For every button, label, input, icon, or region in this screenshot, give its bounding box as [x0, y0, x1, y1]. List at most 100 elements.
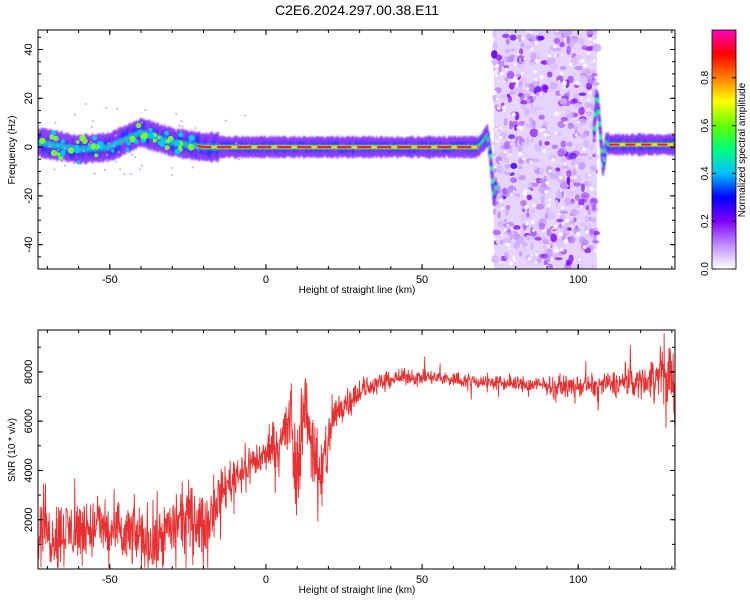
noise-blob: [571, 98, 578, 104]
ridge-blob: [190, 147, 194, 151]
noise-blob: [506, 56, 514, 63]
noise-blob: [519, 250, 522, 257]
noise-blob: [570, 56, 578, 66]
noise-blob: [567, 122, 574, 130]
spectrogram-panel: -50 0 50 100 -40 -20 0 20 40 Height of straight …: [7, 29, 676, 296]
noise-blob: [547, 48, 552, 53]
ridge-blob: [56, 144, 60, 148]
noise-gap: [563, 83, 567, 86]
noise-gap: [560, 53, 563, 56]
noise-gap: [574, 133, 579, 137]
noise-gap: [547, 133, 550, 136]
noise-blob: [491, 30, 497, 38]
noise-blob: [569, 37, 579, 44]
faint-dot: [129, 173, 132, 176]
noise-blob: [520, 200, 527, 207]
noise-gap: [494, 127, 499, 132]
noise-blob: [526, 136, 530, 145]
noise-blob: [542, 238, 549, 245]
noise-blob: [546, 71, 553, 78]
noise-blob: [556, 218, 564, 223]
noise-blob: [544, 85, 548, 94]
noise-gap: [582, 147, 586, 151]
ridge-blob: [152, 138, 157, 143]
faint-dot: [73, 113, 76, 116]
faint-dot: [134, 156, 137, 159]
snr-ytick-label: 2000: [23, 507, 35, 531]
noise-blob: [525, 123, 534, 129]
noise-blob: [532, 181, 539, 188]
noise-blob: [544, 141, 550, 146]
spec-ytick-label: -20: [23, 188, 35, 204]
snr-line: [38, 333, 675, 568]
faint-dot: [63, 164, 66, 167]
noise-gap: [557, 79, 561, 83]
noise-gap: [588, 37, 592, 41]
faint-dot: [82, 149, 85, 152]
spec-ytick-label: 40: [23, 43, 35, 55]
noise-gap: [494, 166, 497, 169]
noise-gap: [589, 43, 591, 45]
noise-gap: [500, 233, 503, 236]
noise-blob: [496, 202, 504, 209]
noise-blob: [533, 79, 538, 88]
noise-gap: [563, 38, 567, 41]
noise-blob: [536, 257, 542, 264]
noise-gap: [523, 192, 527, 196]
ridge-blob: [168, 135, 174, 141]
noise-gap: [506, 223, 510, 227]
noise-gap: [543, 133, 548, 138]
snr-xlabel: Height of straight line (km): [299, 585, 416, 596]
ridge-blob: [148, 127, 153, 133]
noise-blob: [534, 144, 538, 150]
noise-blob: [565, 189, 571, 197]
noise-blob: [559, 210, 569, 214]
noise-blob: [510, 48, 516, 52]
noise-blob: [560, 140, 567, 148]
noise-gap: [563, 162, 567, 166]
noise-gap: [584, 197, 587, 200]
faint-dot: [106, 154, 109, 156]
noise-blob: [553, 37, 561, 44]
ridge-blob: [126, 141, 131, 146]
noise-blob: [506, 70, 515, 79]
ridge-blob: [60, 139, 66, 144]
faint-dot: [90, 141, 92, 144]
noise-blob: [520, 230, 525, 238]
noise-blob: [500, 93, 504, 99]
noise-gap: [535, 253, 539, 257]
noise-blob: [587, 156, 594, 160]
colorbar-tick-label: 0.8: [700, 70, 711, 84]
noise-blob: [530, 103, 534, 109]
noise-gap: [532, 229, 535, 233]
noise-gap: [553, 224, 558, 229]
noise-gap: [516, 163, 519, 166]
noise-gap: [574, 164, 579, 168]
noise-gap: [558, 232, 563, 237]
noise-gap: [499, 71, 504, 76]
noise-gap: [539, 75, 544, 80]
noise-gap: [510, 78, 515, 83]
noise-gap: [550, 258, 553, 261]
noise-gap: [551, 158, 555, 163]
noise-gap: [573, 175, 577, 179]
noise-blob: [566, 35, 571, 44]
noise-blob: [555, 90, 562, 96]
ridge-blob: [173, 140, 181, 147]
noise-blob: [592, 43, 602, 53]
noise-gap: [563, 121, 567, 125]
noise-blob: [492, 229, 502, 236]
noise-blob: [503, 219, 507, 223]
faint-dot: [116, 108, 119, 110]
noise-blob: [515, 235, 525, 244]
noise-blob: [586, 233, 594, 239]
noise-blob: [567, 75, 574, 84]
noise-blob: [577, 162, 586, 170]
faint-dot: [63, 147, 66, 150]
noise-blob: [538, 222, 546, 230]
noise-blob: [510, 177, 517, 184]
ridge-blob: [129, 136, 136, 143]
faint-dot: [131, 153, 133, 156]
noise-blob: [530, 52, 537, 60]
snr-xtick-label: 100: [569, 574, 587, 586]
